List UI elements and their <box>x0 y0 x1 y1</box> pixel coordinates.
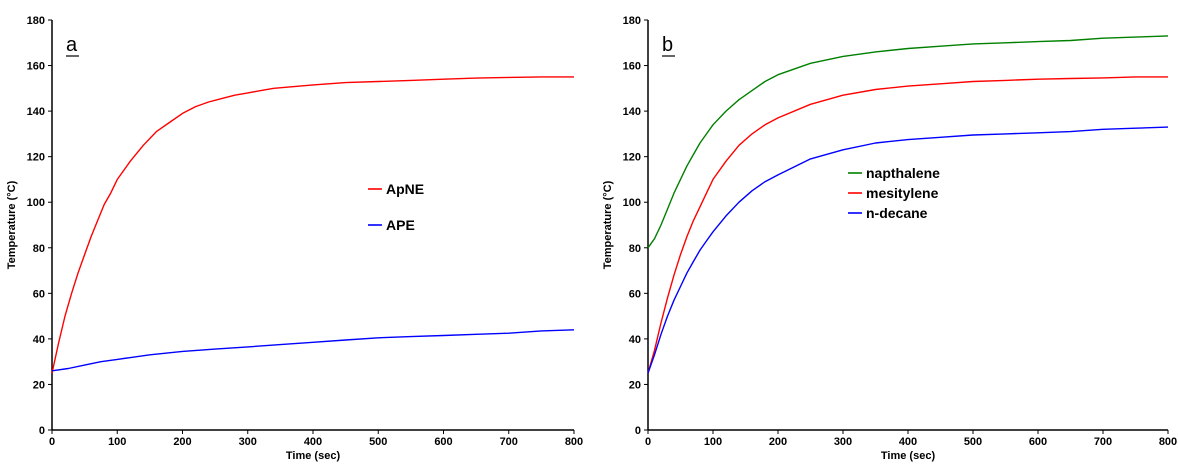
series-line-ApNE <box>51 76 574 374</box>
chart-panel-b: 0 20 40 60 80 100 120 140 160 180 0 100 200 300 400 500… <box>602 15 1177 462</box>
legend-label: n-decane <box>866 205 928 221</box>
legend-label: ApNE <box>386 181 424 197</box>
x-tick-label: 600 <box>434 436 452 448</box>
series-line-APE <box>51 329 575 372</box>
x-axis-title: Time (sec) <box>881 450 936 462</box>
panel-label: b <box>662 34 673 56</box>
x-tick-label: 300 <box>834 436 852 448</box>
y-tick-label: 140 <box>623 106 641 118</box>
x-tick-label: 700 <box>1094 436 1112 448</box>
y-tick-label: 80 <box>629 243 641 255</box>
series-line-n-decane <box>647 126 1169 374</box>
y-tick-label: 20 <box>33 379 45 391</box>
y-tick-label: 60 <box>629 288 641 300</box>
x-tick-label: 0 <box>49 436 55 448</box>
chart-panel-a: 0 20 40 60 80 100 120 140 160 180 0 100 200 300 400 500… <box>6 15 583 462</box>
x-tick-label: 500 <box>964 436 982 448</box>
y-axis-title: Temperature (°C) <box>602 180 614 269</box>
x-tick-label: 100 <box>108 436 126 448</box>
x-tick-label: 800 <box>565 436 583 448</box>
y-tick-label: 40 <box>33 334 45 346</box>
y-tick-label: 0 <box>39 425 45 437</box>
y-tick-label: 20 <box>629 379 641 391</box>
x-tick-label: 400 <box>304 436 322 448</box>
y-tick-label: 40 <box>629 334 641 346</box>
y-tick-label: 120 <box>27 152 45 164</box>
x-tick-label: 500 <box>369 436 387 448</box>
y-tick-label: 120 <box>623 152 641 164</box>
x-tick-label: 400 <box>899 436 917 448</box>
y-tick-label: 160 <box>27 61 45 73</box>
x-tick-label: 200 <box>769 436 787 448</box>
y-tick-label: 60 <box>33 288 45 300</box>
legend-label: napthalene <box>866 165 940 181</box>
y-tick-label: 0 <box>635 425 641 437</box>
y-tick-label: 100 <box>623 197 641 209</box>
y-axis-title: Temperature (°C) <box>6 180 18 269</box>
x-tick-label: 200 <box>173 436 191 448</box>
x-tick-label: 700 <box>500 436 518 448</box>
y-tick-label: 80 <box>33 243 45 255</box>
x-axis-title: Time (sec) <box>286 450 341 462</box>
series-line-mesitylene <box>647 76 1168 374</box>
y-tick-label: 160 <box>623 61 641 73</box>
y-tick-label: 100 <box>27 197 45 209</box>
x-tick-label: 0 <box>645 436 651 448</box>
y-tick-label: 180 <box>623 15 641 27</box>
panel-label: a <box>66 34 78 56</box>
x-tick-label: 300 <box>239 436 257 448</box>
series-line-napthalene <box>647 35 1169 249</box>
legend-label: APE <box>386 217 415 233</box>
x-tick-label: 600 <box>1029 436 1047 448</box>
legend-label: mesitylene <box>866 185 939 201</box>
x-tick-label: 800 <box>1159 436 1177 448</box>
x-tick-label: 100 <box>704 436 722 448</box>
y-tick-label: 180 <box>27 15 45 27</box>
y-tick-label: 140 <box>27 106 45 118</box>
